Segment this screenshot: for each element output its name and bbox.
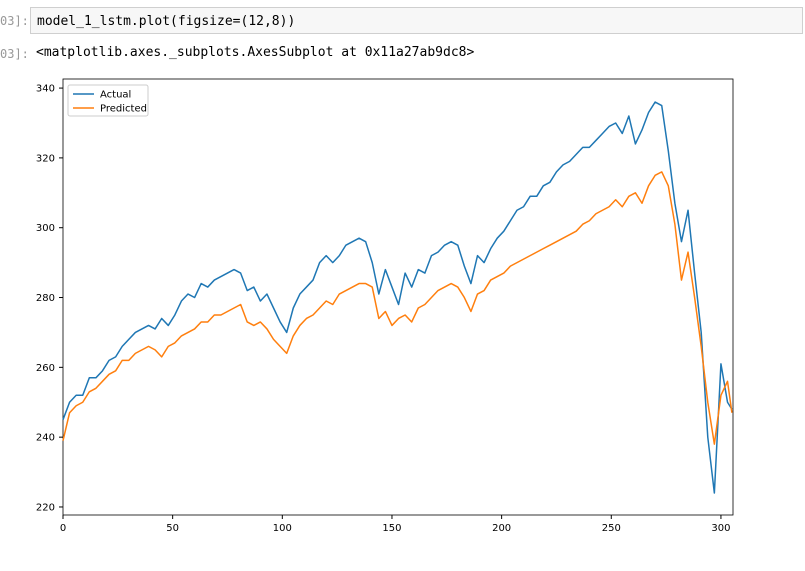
x-tick-label: 300 [711,523,730,534]
output-text: <matplotlib.axes._subplots.AxesSubplot a… [36,45,475,60]
code-cell[interactable]: model_1_lstm.plot(figsize=(12,8)) [30,7,803,34]
y-tick-label: 340 [36,84,55,95]
input-prompt: 03]: [0,14,29,28]
x-tick-label: 250 [602,523,621,534]
x-tick-label: 0 [60,523,66,534]
y-tick-label: 260 [36,363,55,374]
y-tick-label: 300 [36,223,55,234]
x-tick-label: 50 [166,523,179,534]
output-prompt: 03]: [0,47,29,61]
series-line [62,171,733,445]
x-tick-label: 100 [273,523,292,534]
plot-frame [62,78,734,516]
y-tick-label: 280 [36,293,55,304]
y-tick-label: 320 [36,153,55,164]
legend-label: Predicted [100,104,147,115]
x-tick-label: 150 [382,523,401,534]
y-tick-label: 220 [36,502,55,513]
legend-label: Actual [100,90,131,101]
x-tick-label: 200 [492,523,511,534]
series-line [62,101,733,494]
y-tick-label: 240 [36,433,55,444]
